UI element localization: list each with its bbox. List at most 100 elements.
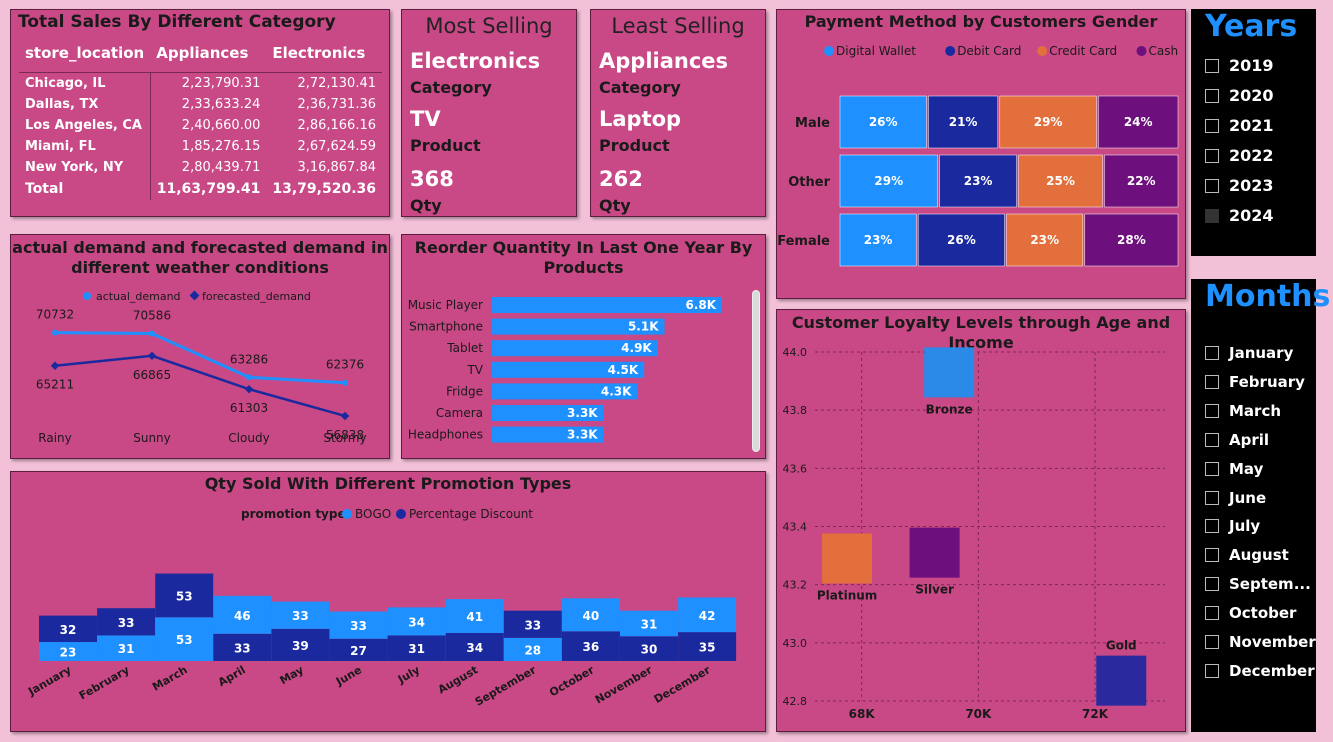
data-point[interactable] xyxy=(244,384,254,394)
stacked-bar-segment[interactable] xyxy=(839,213,917,267)
stacked-bar-segment[interactable] xyxy=(999,95,1097,149)
data-point[interactable] xyxy=(50,361,60,370)
stacked-bar-segment[interactable] xyxy=(917,213,1005,267)
data-point[interactable] xyxy=(52,329,58,336)
checkbox[interactable] xyxy=(1205,548,1219,563)
reorder-scrollbar[interactable] xyxy=(752,290,760,452)
checkbox[interactable] xyxy=(1205,606,1219,621)
checkbox[interactable] xyxy=(1205,403,1219,418)
checkbox[interactable] xyxy=(1205,461,1219,476)
stacked-column-segment[interactable] xyxy=(445,632,504,661)
month-option[interactable]: Septem... xyxy=(1205,575,1311,593)
scatter-point[interactable] xyxy=(909,527,960,578)
year-option[interactable]: 2023 xyxy=(1205,176,1274,195)
checkbox[interactable] xyxy=(1205,58,1219,73)
legend-label[interactable]: Percentage Discount xyxy=(409,507,533,521)
stacked-column-segment[interactable] xyxy=(97,635,156,661)
scatter-point[interactable] xyxy=(1096,655,1147,706)
stacked-column-segment[interactable] xyxy=(620,636,678,661)
checkbox[interactable] xyxy=(1205,490,1219,505)
legend-label[interactable]: forecasted_demand xyxy=(202,290,311,303)
legend-label[interactable]: Cash xyxy=(1149,44,1179,58)
stacked-column-segment[interactable] xyxy=(445,599,504,633)
data-point[interactable] xyxy=(147,351,157,361)
stacked-column-segment[interactable] xyxy=(213,595,272,634)
bar[interactable] xyxy=(492,318,665,335)
stacked-column-segment[interactable] xyxy=(155,617,214,661)
checkbox[interactable] xyxy=(1205,635,1219,649)
month-option[interactable]: March xyxy=(1205,402,1281,420)
bar[interactable] xyxy=(492,426,604,443)
stacked-column-segment[interactable] xyxy=(213,633,272,661)
stacked-column-segment[interactable] xyxy=(678,632,737,661)
table-row[interactable]: Chicago, IL 2,23,790.31 2,72,130.41 xyxy=(19,72,383,94)
stacked-column-segment[interactable] xyxy=(620,610,678,637)
stacked-bar-segment[interactable] xyxy=(928,95,999,149)
checkbox[interactable] xyxy=(1205,148,1219,163)
stacked-column-segment[interactable] xyxy=(97,608,156,636)
table-total-row[interactable]: Total 11,63,799.41 13,79,520.36 xyxy=(19,178,382,200)
stacked-column-segment[interactable] xyxy=(678,597,737,633)
stacked-column-segment[interactable] xyxy=(329,638,388,661)
scatter-point[interactable] xyxy=(924,347,975,398)
table-row[interactable]: Miami, FL 1,85,276.15 2,67,624.59 xyxy=(19,136,382,157)
bar[interactable] xyxy=(492,361,645,378)
checkbox[interactable] xyxy=(1205,178,1219,193)
stacked-bar-segment[interactable] xyxy=(839,154,938,208)
checkbox[interactable] xyxy=(1205,374,1219,389)
checkbox[interactable] xyxy=(1205,208,1219,223)
data-point[interactable] xyxy=(246,374,252,381)
stacked-column-segment[interactable] xyxy=(561,631,620,661)
checkbox[interactable] xyxy=(1205,663,1219,678)
month-option[interactable]: April xyxy=(1205,431,1269,449)
year-option[interactable]: 2022 xyxy=(1205,146,1274,165)
bar[interactable] xyxy=(492,405,604,421)
stacked-column-segment[interactable] xyxy=(387,635,446,661)
year-option[interactable]: 2020 xyxy=(1205,86,1274,105)
table-row[interactable]: Los Angeles, CA 2,40,660.00 2,86,166.16 xyxy=(19,115,382,136)
stacked-bar-segment[interactable] xyxy=(1084,213,1179,267)
data-point[interactable] xyxy=(342,379,348,386)
table-row[interactable]: Dallas, TX 2,33,633.24 2,36,731.36 xyxy=(19,94,382,115)
col-header-appliances[interactable]: Appliances xyxy=(156,44,249,62)
checkbox[interactable] xyxy=(1205,432,1219,447)
data-point[interactable] xyxy=(340,411,350,421)
checkbox[interactable] xyxy=(1205,118,1219,133)
month-option[interactable]: May xyxy=(1205,460,1263,478)
bar[interactable] xyxy=(492,383,638,400)
data-point[interactable] xyxy=(149,330,155,337)
stacked-column-segment[interactable] xyxy=(271,601,330,629)
month-option[interactable]: October xyxy=(1205,604,1296,622)
checkbox[interactable] xyxy=(1205,88,1219,103)
month-option[interactable]: November xyxy=(1205,633,1316,651)
legend-label[interactable]: Digital Wallet xyxy=(836,44,916,58)
checkbox[interactable] xyxy=(1205,577,1219,592)
stacked-column-segment[interactable] xyxy=(39,615,97,643)
table-row[interactable]: New York, NY 2,80,439.71 3,16,867.84 xyxy=(19,157,382,178)
month-option[interactable]: August xyxy=(1205,546,1289,564)
stacked-column-segment[interactable] xyxy=(329,611,388,639)
legend-label[interactable]: BOGO xyxy=(355,507,391,521)
stacked-column-segment[interactable] xyxy=(155,573,214,618)
month-option[interactable]: June xyxy=(1205,489,1266,507)
legend-label[interactable]: Credit Card xyxy=(1049,44,1117,58)
month-option[interactable]: July xyxy=(1205,517,1260,535)
series-line[interactable] xyxy=(54,331,346,385)
year-option[interactable]: 2019 xyxy=(1205,56,1274,75)
stacked-column-segment[interactable] xyxy=(503,637,562,661)
stacked-column-segment[interactable] xyxy=(39,642,97,661)
month-option[interactable]: January xyxy=(1205,344,1293,362)
stacked-column-segment[interactable] xyxy=(387,607,446,636)
bar[interactable] xyxy=(492,297,722,313)
stacked-bar-segment[interactable] xyxy=(1104,154,1179,208)
month-option[interactable]: December xyxy=(1205,662,1315,680)
stacked-bar-segment[interactable] xyxy=(939,154,1017,208)
year-option[interactable]: 2021 xyxy=(1205,116,1274,135)
stacked-column-segment[interactable] xyxy=(503,610,562,638)
stacked-column-segment[interactable] xyxy=(271,628,330,661)
stacked-bar-segment[interactable] xyxy=(1018,154,1103,208)
series-line[interactable] xyxy=(54,354,346,418)
col-header-electronics[interactable]: Electronics xyxy=(272,44,366,62)
bar[interactable] xyxy=(492,340,658,357)
legend-label[interactable]: Debit Card xyxy=(957,44,1021,58)
